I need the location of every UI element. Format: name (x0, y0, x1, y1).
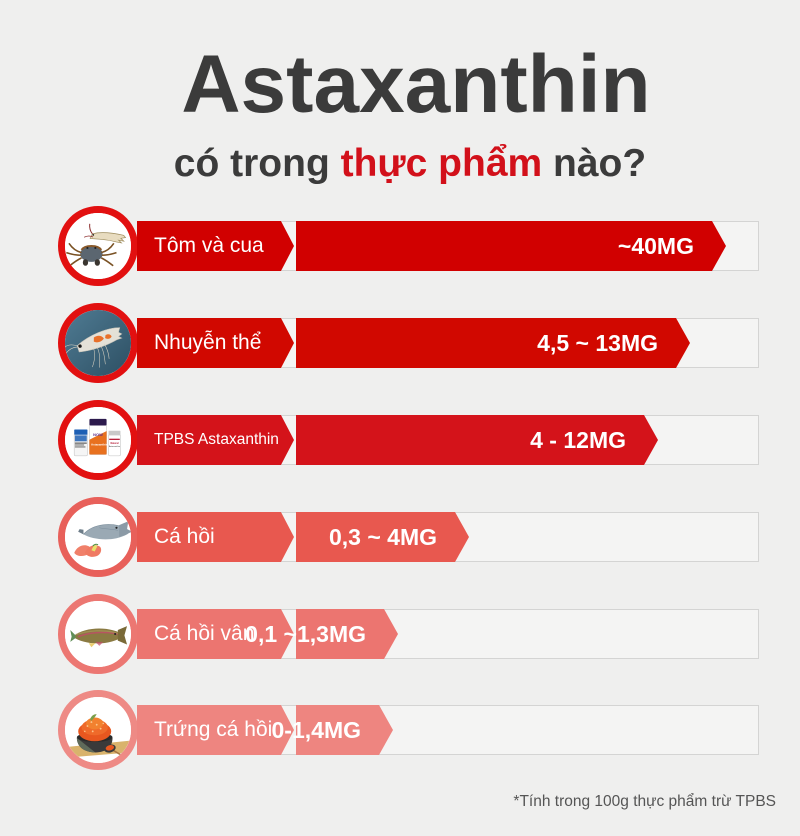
svg-text:Astaxanthin: Astaxanthin (91, 442, 108, 446)
svg-text:Astaxanthin: Astaxanthin (109, 445, 121, 448)
svg-text:Natural: Natural (110, 442, 118, 445)
svg-text:NOW: NOW (93, 432, 103, 437)
